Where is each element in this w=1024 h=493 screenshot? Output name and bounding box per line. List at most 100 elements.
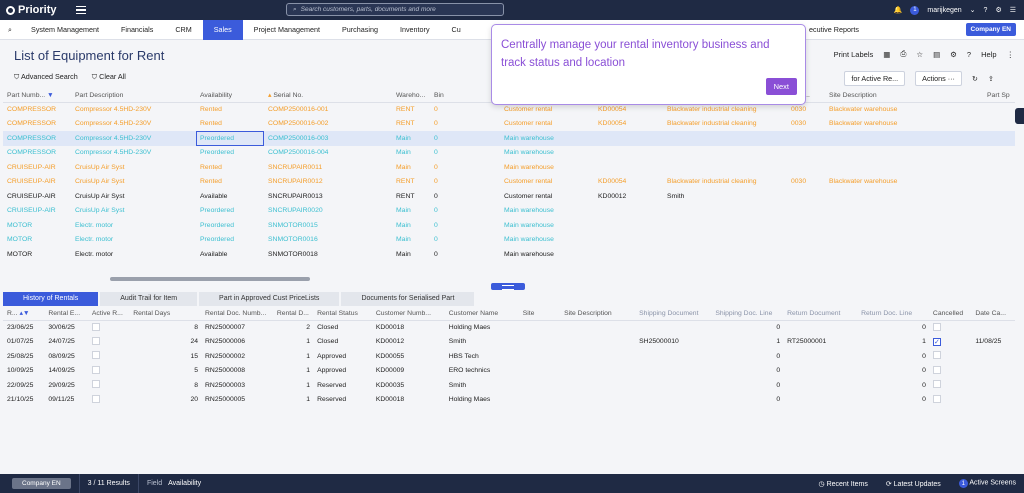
table-cell[interactable] [787, 131, 825, 146]
history-col-header[interactable]: Rental D... [272, 307, 314, 321]
checkbox[interactable] [91, 351, 100, 360]
history-cell[interactable]: RT25000001 [787, 338, 827, 346]
table-cell[interactable]: Preordered [200, 149, 235, 157]
table-cell[interactable]: Compressor 4.5HD-230V [75, 120, 152, 128]
table-row[interactable]: CRUISEUP-AIR CruisUp Air Syst Available SNC… [3, 189, 1015, 204]
history-cell[interactable]: 24/07/25 [48, 338, 75, 346]
notification-badge[interactable]: 1 [910, 5, 920, 15]
table-cell[interactable]: Main [396, 163, 411, 171]
table-cell[interactable] [594, 204, 663, 219]
history-col-header[interactable]: Rental Doc. Numb... [201, 307, 273, 321]
advanced-search-button[interactable]: ⛉ Advanced Search [14, 72, 78, 81]
history-cell[interactable]: 24 [190, 338, 199, 346]
table-cell[interactable] [787, 218, 825, 233]
history-cell[interactable]: 22/09/25 [7, 381, 34, 389]
history-col-header[interactable]: Active R... [87, 307, 130, 321]
history-cell[interactable] [635, 349, 711, 364]
table-row[interactable]: CRUISEUP-AIR CruisUp Air Syst Preordered SN… [3, 204, 1015, 219]
col-part-description[interactable]: Part Description [71, 89, 196, 103]
table-cell[interactable] [825, 146, 983, 161]
history-cell[interactable]: ERO technics [448, 367, 491, 375]
table-cell[interactable]: 0 [434, 178, 438, 186]
table-cell[interactable]: CruisUp Air Syst [75, 178, 125, 186]
history-cell[interactable]: RN25000008 [205, 367, 246, 375]
table-cell[interactable] [825, 204, 983, 219]
tab-approved-pricelists[interactable]: Part in Approved Cust PriceLists [199, 292, 340, 306]
history-cell[interactable]: RN25000006 [205, 338, 246, 346]
history-cell[interactable]: 0 [922, 367, 926, 375]
table-cell[interactable]: 0 [434, 149, 438, 157]
table-cell[interactable]: Blackwater warehouse [829, 178, 898, 186]
history-cell[interactable]: RN25000007 [205, 324, 246, 331]
table-cell[interactable]: Blackwater industrial cleaning [667, 120, 757, 128]
history-col-header[interactable]: Cancelled [928, 307, 972, 321]
history-cell[interactable]: 21/10/25 [7, 396, 34, 404]
table-cell[interactable]: Main warehouse [504, 221, 554, 229]
table-cell[interactable]: 0 [434, 236, 438, 244]
table-cell[interactable]: Compressor 4.5HD-230V [75, 149, 152, 157]
table-cell[interactable]: COMPRESSOR [7, 149, 57, 157]
table-cell[interactable]: 0 [430, 131, 500, 146]
history-cell[interactable] [519, 349, 560, 364]
history-cell[interactable] [560, 320, 635, 335]
checkbox[interactable]: ✓ [932, 337, 941, 346]
table-cell[interactable]: Electr. motor [75, 236, 114, 244]
history-cell[interactable] [88, 393, 129, 408]
more-icon[interactable]: ⋮ [1006, 49, 1015, 59]
history-cell[interactable] [929, 378, 971, 393]
history-col-header[interactable]: Rental E... [44, 307, 88, 321]
table-cell[interactable]: Smith [667, 192, 685, 200]
menu-item-purchasing[interactable]: Purchasing [342, 24, 378, 34]
table-cell[interactable] [825, 189, 983, 204]
history-row[interactable]: 23/06/25 30/06/25 8 RN25000007 2 Closed KD0001… [3, 320, 1015, 335]
table-cell[interactable]: 0 [434, 221, 438, 229]
grid-menu-icon[interactable]: ☰ [1009, 7, 1016, 14]
history-cell[interactable] [783, 393, 857, 408]
history-cell[interactable]: 0 [776, 396, 781, 404]
table-cell[interactable]: Rented [200, 106, 222, 113]
side-panel-handle[interactable] [1015, 108, 1024, 124]
history-cell[interactable]: 09/11/25 [48, 396, 75, 404]
table-cell[interactable] [787, 233, 825, 248]
history-cell[interactable] [560, 349, 635, 364]
history-cell[interactable]: 10/09/25 [7, 367, 34, 375]
menu-item-crm[interactable]: CRM [175, 24, 192, 34]
history-cell[interactable]: 23/06/25 [7, 324, 34, 331]
table-cell[interactable]: 0030 [791, 178, 807, 186]
table-cell[interactable]: SNCRUPAIR0011 [268, 163, 323, 171]
history-col-header[interactable]: Shipping Document [635, 307, 712, 321]
chevron-down-icon[interactable]: ⌄ [969, 7, 976, 14]
checkbox[interactable] [91, 336, 100, 345]
latest-updates-button[interactable]: ⟳ Latest Updates [885, 480, 941, 488]
table-cell[interactable]: COMP2500016-003 [264, 131, 392, 146]
history-cell[interactable]: 1 [776, 338, 781, 346]
table-cell[interactable]: RENT [396, 178, 415, 186]
gear-icon[interactable]: ⚙ [950, 49, 957, 59]
print-icon[interactable]: ⎙ [900, 49, 907, 58]
history-cell[interactable]: 0 [776, 324, 781, 331]
checkbox[interactable] [932, 380, 941, 389]
table-view-icon[interactable]: ▦ [883, 49, 891, 59]
col-serial-no[interactable]: ▴ Serial No. [264, 89, 392, 103]
table-cell[interactable]: SNCRUPAIR0012 [268, 178, 323, 186]
history-cell[interactable] [560, 335, 635, 350]
history-cell[interactable]: RN25000003 [205, 381, 246, 389]
table-cell[interactable]: Blackwater industrial cleaning [667, 178, 757, 186]
table-cell[interactable]: SNCRUPAIR0013 [268, 192, 323, 200]
tooltip-next-button[interactable]: Next [765, 78, 797, 95]
checkbox[interactable] [932, 365, 941, 374]
history-cell[interactable] [88, 349, 129, 364]
user-name[interactable]: marijkegen [927, 6, 962, 14]
table-cell[interactable]: KD00012 [598, 192, 627, 200]
recent-items-button[interactable]: ◷ Recent Items [818, 480, 868, 488]
history-cell[interactable]: 08/09/25 [48, 352, 75, 360]
history-col-header[interactable]: Return Doc. Line [857, 307, 929, 321]
excel-icon[interactable]: ▤ [933, 49, 941, 59]
menu-item-system-management[interactable]: System Management [31, 24, 99, 34]
history-cell[interactable]: 8 [194, 324, 199, 331]
table-cell[interactable]: Electr. motor [75, 250, 114, 258]
print-labels-button[interactable]: Print Labels [833, 49, 874, 59]
history-col-header[interactable]: Rental Days [129, 307, 202, 321]
table-cell[interactable] [825, 233, 983, 248]
table-cell[interactable] [594, 218, 663, 233]
